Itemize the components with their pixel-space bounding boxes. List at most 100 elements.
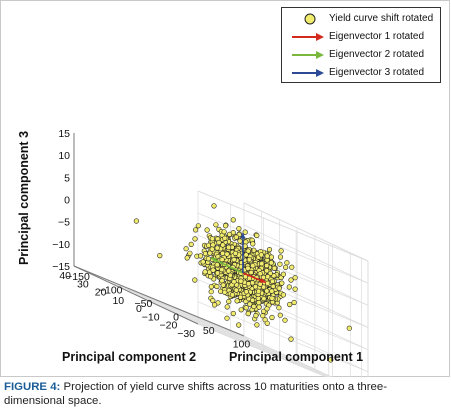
data-point xyxy=(250,263,256,269)
caption-text: Projection of yield curve shifts across … xyxy=(4,381,388,407)
data-point xyxy=(226,298,232,305)
data-point xyxy=(256,300,262,306)
data-point xyxy=(157,253,163,259)
data-point xyxy=(268,260,274,266)
data-point xyxy=(219,278,225,284)
box-edge xyxy=(243,202,369,262)
x-tick-label: −150 xyxy=(66,271,90,283)
data-point xyxy=(237,294,244,300)
data-point xyxy=(219,267,225,273)
eigenvector-1-arrowhead xyxy=(259,277,266,283)
data-point xyxy=(280,271,287,277)
data-point xyxy=(213,222,219,228)
figure-frame xyxy=(0,0,450,377)
figure-caption: FIGURE 4: Projection of yield curve shif… xyxy=(4,381,447,408)
data-point xyxy=(210,298,216,304)
data-point xyxy=(271,273,277,279)
caption-label: FIGURE 4: xyxy=(4,381,61,393)
data-point xyxy=(183,246,189,252)
data-point xyxy=(276,305,282,311)
data-point xyxy=(245,311,251,317)
data-point xyxy=(242,229,248,235)
data-point xyxy=(278,248,284,254)
y-tick-label: 40 xyxy=(59,270,71,282)
data-point xyxy=(188,241,194,247)
data-point xyxy=(287,301,293,308)
data-point xyxy=(226,244,232,250)
y-tick-label: −30 xyxy=(177,328,195,340)
data-point xyxy=(264,320,270,326)
data-point xyxy=(192,236,198,242)
data-point xyxy=(222,235,228,241)
data-point xyxy=(232,250,238,256)
data-point xyxy=(256,288,262,294)
data-point xyxy=(257,271,263,277)
z-tick-label: 15 xyxy=(58,128,70,140)
y-axis-title: Principal component 2 xyxy=(62,350,197,364)
grid-line xyxy=(243,224,369,284)
y-tick-label: −20 xyxy=(159,320,177,332)
data-point xyxy=(207,250,213,256)
data-point xyxy=(245,281,252,287)
data-point xyxy=(133,218,139,224)
data-point xyxy=(284,260,290,266)
data-point xyxy=(187,250,193,256)
grid-line xyxy=(180,315,331,377)
data-point xyxy=(268,254,275,260)
data-point xyxy=(202,251,208,257)
data-point xyxy=(254,322,260,328)
tick-labels: 151050−5−10−15403020100−10−20−30−150−100… xyxy=(52,128,250,350)
data-point xyxy=(264,288,270,294)
data-point xyxy=(257,281,263,287)
z-tick-label: −15 xyxy=(52,261,70,273)
x-axis-line xyxy=(73,265,245,337)
data-point xyxy=(221,229,227,235)
data-point xyxy=(238,278,244,284)
z-tick-label: −5 xyxy=(58,217,70,229)
data-point xyxy=(224,304,230,310)
data-point xyxy=(269,288,275,294)
legend-label: Yield curve shift rotated xyxy=(329,13,434,24)
data-point xyxy=(265,274,271,280)
y-tick-label: 20 xyxy=(95,287,107,299)
y-tick-label: 30 xyxy=(77,278,89,290)
data-point xyxy=(192,277,198,283)
data-point xyxy=(222,289,228,295)
data-point xyxy=(264,306,270,312)
data-point xyxy=(236,226,242,232)
scatter-plot-3d: 151050−5−10−15403020100−10−20−30−150−100… xyxy=(52,128,369,377)
y-tick-label: 10 xyxy=(112,295,124,307)
data-point xyxy=(269,278,276,284)
data-point xyxy=(243,305,249,311)
data-point xyxy=(289,264,295,270)
data-point xyxy=(245,265,251,271)
data-point xyxy=(256,304,262,310)
green-arrow-icon xyxy=(292,51,324,59)
data-point xyxy=(231,279,237,285)
legend-item-points: Yield curve shift rotated xyxy=(282,11,440,27)
data-point xyxy=(208,274,214,280)
y-tick-label: −10 xyxy=(142,311,160,323)
data-point xyxy=(193,227,199,233)
data-point xyxy=(328,357,334,363)
data-point xyxy=(251,303,257,310)
data-point xyxy=(210,267,216,273)
eigenvector-2-arrow xyxy=(210,257,244,274)
data-point xyxy=(243,289,249,295)
data-point xyxy=(224,315,230,321)
data-point xyxy=(243,252,249,258)
data-point xyxy=(229,292,235,298)
x-tick-label: −100 xyxy=(99,284,123,296)
data-point xyxy=(220,242,226,248)
data-point xyxy=(292,286,298,292)
data-point xyxy=(208,289,214,295)
data-point xyxy=(250,297,256,303)
legend-label: Eigenvector 3 rotated xyxy=(329,67,425,78)
data-point xyxy=(264,263,270,269)
data-point xyxy=(248,269,254,276)
data-point xyxy=(212,302,218,308)
data-point xyxy=(288,277,294,283)
data-point xyxy=(211,203,217,209)
data-point xyxy=(230,310,236,317)
data-point xyxy=(254,232,260,239)
